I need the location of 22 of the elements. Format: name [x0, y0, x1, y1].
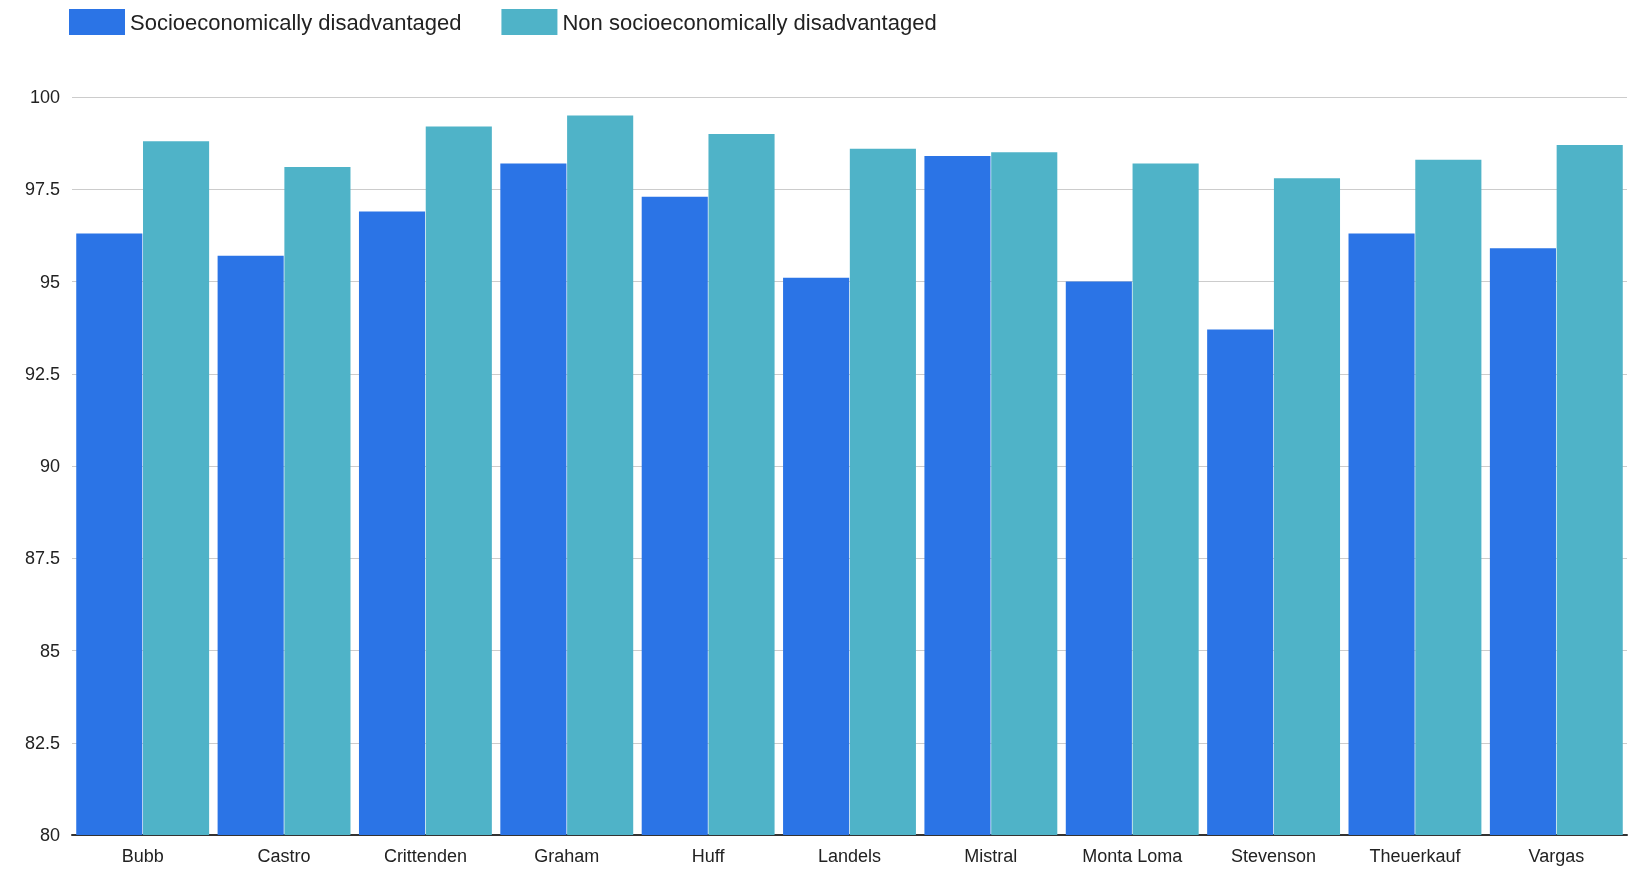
x-tick-label: Huff: [691, 846, 726, 866]
x-tick-label: Stevenson: [1231, 846, 1317, 866]
x-tick-label: Landels: [817, 846, 882, 866]
y-tick-label: 90: [39, 456, 60, 476]
y-tick-label: 97.5: [24, 179, 60, 200]
y-tick-label: 87.5: [24, 548, 60, 569]
x-tick-label: Theuerkauf: [1369, 846, 1462, 866]
y-tick-label: 85: [39, 640, 60, 661]
x-tick-label: Mistral: [964, 846, 1018, 866]
x-tick-label: Vargas: [1528, 846, 1585, 866]
y-tick-label: 82.5: [24, 732, 60, 753]
x-tick-label: Monta Loma: [1082, 846, 1184, 866]
y-tick-label: 100: [29, 87, 60, 107]
x-tick-label: Bubb: [121, 846, 164, 866]
x-tick-label: Crittenden: [383, 846, 467, 866]
legend-label: Socioeconomically disadvantaged: [130, 9, 462, 35]
y-tick-label: 80: [39, 825, 60, 845]
x-tick-label: Castro: [257, 846, 311, 866]
y-tick-label: 95: [39, 271, 60, 292]
legend-label: Non socioeconomically disadvantaged: [562, 9, 937, 35]
y-tick-label: 92.5: [24, 363, 60, 384]
x-tick-label: Graham: [534, 846, 600, 866]
